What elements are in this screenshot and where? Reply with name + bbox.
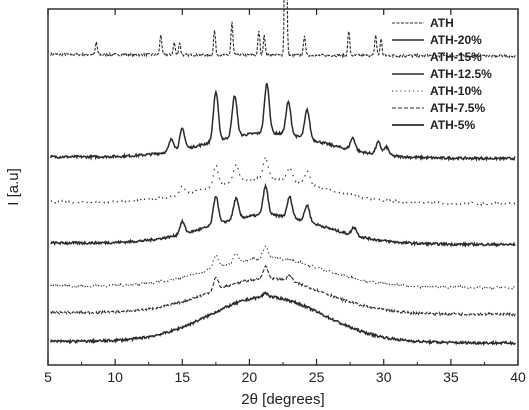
y-axis-label: I [a.u] — [5, 168, 22, 206]
x-tick-label: 35 — [443, 369, 459, 385]
x-tick-label: 5 — [44, 369, 52, 385]
legend-label: ATH-20% — [430, 33, 482, 47]
x-axis-ticks: 5 10 15 20 25 30 35 40 — [44, 9, 526, 385]
x-tick-label: 25 — [309, 369, 325, 385]
x-tick-label: 15 — [174, 369, 190, 385]
series-line-ath-7-5- — [50, 264, 516, 318]
legend: ATH ATH-20% ATH-15% ATH-12.5% ATH-10% ATH-7.5… — [392, 16, 492, 132]
series-line-ath-12-5- — [50, 182, 516, 248]
series-line-ath-10- — [50, 245, 516, 291]
series-line-ath-20- — [49, 82, 516, 162]
legend-label: ATH — [430, 16, 454, 30]
legend-label: ATH-12.5% — [430, 67, 492, 81]
x-tick-label: 20 — [242, 369, 258, 385]
legend-label: ATH-15% — [430, 50, 482, 64]
x-axis-label: 2θ [degrees] — [241, 391, 324, 408]
x-tick-label: 30 — [376, 369, 392, 385]
series-traces — [49, 0, 516, 347]
plot-frame — [47, 8, 519, 366]
series-line-ath — [50, 0, 516, 59]
series-line-ath-5- — [49, 291, 516, 347]
legend-label: ATH-5% — [430, 118, 475, 132]
x-tick-label: 40 — [510, 369, 526, 385]
legend-label: ATH-10% — [430, 84, 482, 98]
x-tick-label: 10 — [107, 369, 123, 385]
legend-label: ATH-7.5% — [430, 101, 485, 115]
